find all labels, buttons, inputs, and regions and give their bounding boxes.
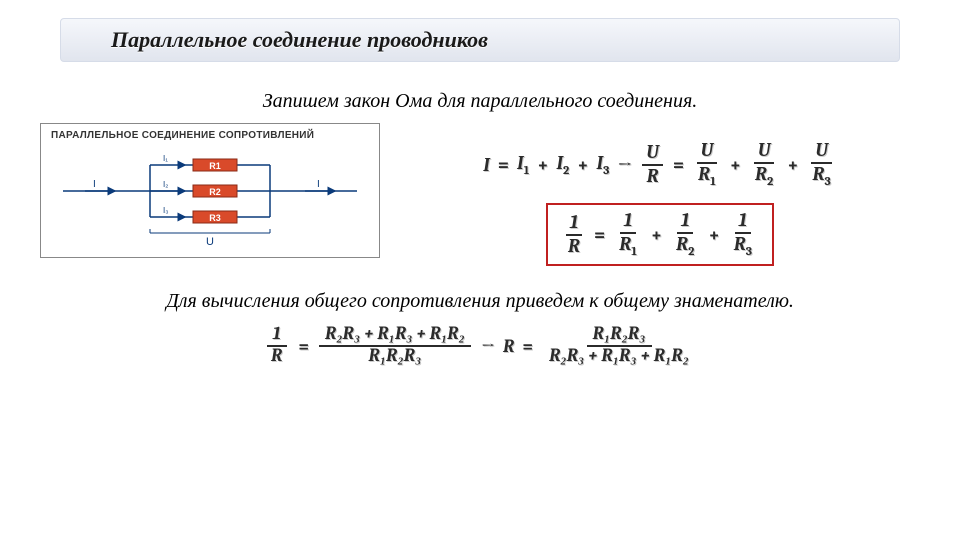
equation-common-denominator: 1R = R₂R₃ + R₁R₃ + R₁R₂ R₁R₂R₃ → R = R₁R… [263, 325, 697, 367]
title-bar: Параллельное соединение проводников [60, 18, 900, 62]
plus-op: + [647, 224, 666, 246]
svg-text:I₂: I₂ [163, 180, 168, 189]
expanded-den: R₁R₂R₃ [363, 347, 428, 367]
page-title: Параллельное соединение проводников [111, 27, 488, 53]
frac-U-R: UR [640, 143, 665, 187]
equals-op: = [294, 336, 313, 357]
parallel-resistors-svg: I I R1 I₁ R2 I₂ R3 [55, 145, 365, 247]
frac-expanded: R₂R₃ + R₁R₃ + R₁R₂ R₁R₂R₃ [317, 325, 473, 367]
frac-solution: R₁R₂R₃ R₂R₃ + R₁R₃ + R₁R₂ [541, 325, 697, 367]
equals-op: = [494, 154, 513, 176]
svg-text:U: U [206, 236, 214, 247]
term-I2: I2 [556, 152, 569, 178]
svg-text:I: I [317, 179, 320, 190]
equals-op: = [590, 224, 609, 246]
plus-op: + [533, 154, 552, 176]
svg-text:I₃: I₃ [163, 206, 168, 215]
equation-column: I = I1 + I2 + I3 → UR = U R1 + U R2 + U [400, 123, 920, 266]
frac-1-R-lhs: 1R [263, 325, 290, 367]
equation-current-sum: I = I1 + I2 + I3 → UR = U R1 + U R2 + U [400, 141, 920, 189]
frac-U-R1: U R1 [692, 141, 722, 189]
var-I: I [483, 154, 490, 176]
equals-op: = [669, 154, 688, 176]
expanded-num: R₂R₃ + R₁R₃ + R₁R₂ [319, 325, 471, 347]
plus-op: + [573, 154, 592, 176]
intro-text: Запишем закон Ома для параллельного соед… [60, 90, 900, 113]
arrow-op: → [477, 336, 499, 357]
svg-text:R2: R2 [209, 187, 221, 197]
solution-den: R₂R₃ + R₁R₃ + R₁R₂ [543, 347, 695, 367]
var-R: R [503, 336, 514, 357]
diagram-heading: ПАРАЛЛЕЛЬНОЕ СОЕДИНЕНИЕ СОПРОТИВЛЕНИЙ [51, 130, 369, 141]
term-I1: I1 [517, 152, 529, 178]
mid-text: Для вычисления общего сопротивления прив… [60, 288, 900, 315]
frac-1-R: 1R [562, 213, 586, 257]
term-I3: I3 [597, 152, 610, 178]
frac-1-R3: 1 R3 [728, 211, 758, 259]
row-diagram-equation: ПАРАЛЛЕЛЬНОЕ СОЕДИНЕНИЕ СОПРОТИВЛЕНИЙ I … [40, 123, 920, 266]
svg-text:R3: R3 [209, 213, 221, 223]
circuit-diagram: ПАРАЛЛЕЛЬНОЕ СОЕДИНЕНИЕ СОПРОТИВЛЕНИЙ I … [40, 123, 380, 258]
frac-1-R2: 1 R2 [670, 211, 700, 259]
svg-text:I: I [93, 179, 96, 190]
solution-num: R₁R₂R₃ [587, 325, 652, 347]
equals-op: = [518, 336, 537, 357]
arrow-op: → [613, 154, 636, 176]
frac-U-R3: U R3 [807, 141, 837, 189]
svg-text:R1: R1 [209, 161, 221, 171]
plus-op: + [704, 224, 723, 246]
plus-op: + [783, 154, 802, 176]
svg-text:I₁: I₁ [163, 154, 168, 163]
equation-reciprocal: 1R = 1 R1 + 1 R2 + 1 R3 [562, 211, 758, 259]
frac-1-R1: 1 R1 [613, 211, 643, 259]
boxed-equation: 1R = 1 R1 + 1 R2 + 1 R3 [546, 203, 774, 267]
frac-U-R2: U R2 [749, 141, 779, 189]
plus-op: + [726, 154, 745, 176]
